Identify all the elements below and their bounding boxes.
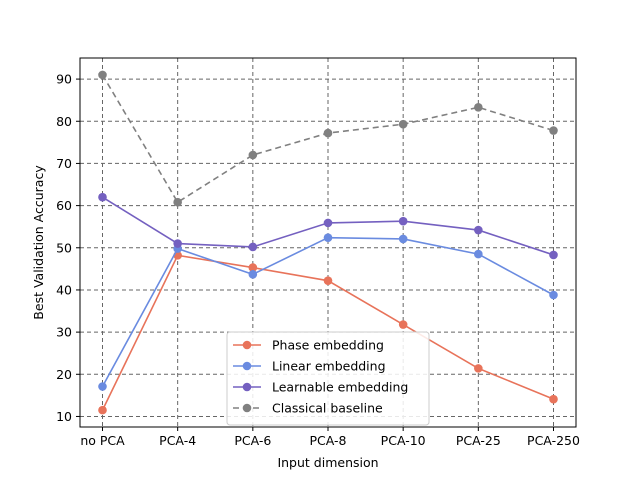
data-point (98, 192, 107, 202)
data-point (474, 249, 483, 259)
data-point (98, 405, 107, 415)
x-tick-label: no PCA (80, 433, 125, 448)
data-point (398, 320, 408, 329)
data-point (398, 119, 408, 129)
y-tick-label: 90 (56, 72, 72, 87)
series-group (98, 70, 558, 415)
data-point (98, 70, 107, 80)
data-point (549, 250, 558, 260)
legend: Phase embedding Linear embedding Learnable… (226, 331, 430, 426)
x-tick-label: PCA-4 (159, 433, 196, 448)
series-phase-embedding (98, 251, 558, 415)
y-tick-label: 10 (56, 409, 72, 424)
x-tick-label: PCA-8 (309, 433, 346, 448)
x-tick-label: PCA-6 (234, 433, 271, 448)
data-point (398, 234, 408, 244)
y-tick-label: 50 (56, 240, 72, 255)
data-point (474, 103, 483, 112)
legend-swatch-marker (242, 403, 252, 413)
data-point (549, 290, 558, 300)
data-point (173, 197, 182, 207)
x-tick-label: PCA-10 (381, 433, 426, 448)
legend-label: Phase embedding (272, 338, 384, 353)
series-learnable-embedding (98, 192, 558, 260)
x-axis-label: Input dimension (277, 455, 378, 470)
data-point (323, 128, 333, 138)
data-point (549, 394, 558, 404)
legend-box (226, 331, 430, 426)
axis-ticks: no PCA PCA-4 PCA-6 PCA-8 PCA-10 PCA-25 PCA-250… (56, 72, 580, 448)
x-tick-label: PCA-25 (456, 433, 501, 448)
y-axis-label: Best Validation Accuracy (31, 165, 46, 320)
data-point (474, 364, 483, 373)
y-tick-label: 60 (56, 198, 72, 213)
data-point (323, 233, 333, 242)
data-point (248, 150, 258, 160)
y-tick-label: 40 (56, 282, 72, 297)
legend-label: Classical baseline (272, 401, 383, 416)
data-point (323, 276, 333, 285)
legend-swatch-marker (242, 382, 252, 392)
legend-label: Learnable embedding (272, 380, 408, 395)
series-classical-baseline (98, 70, 558, 207)
y-tick-label: 20 (56, 367, 72, 382)
data-point (248, 263, 258, 272)
data-point (474, 225, 483, 235)
legend-swatch-marker (242, 340, 252, 350)
data-point (248, 242, 258, 252)
data-point (248, 270, 258, 279)
data-point (173, 239, 182, 248)
data-point (98, 382, 107, 391)
legend-label: Linear embedding (272, 359, 386, 374)
legend-swatch-marker (242, 361, 252, 371)
y-tick-label: 80 (56, 114, 72, 129)
x-tick-label: PCA-250 (527, 433, 580, 448)
data-point (398, 216, 408, 226)
data-point (549, 126, 558, 135)
y-tick-label: 70 (56, 156, 72, 171)
data-point (323, 218, 333, 228)
y-tick-label: 30 (56, 325, 72, 340)
